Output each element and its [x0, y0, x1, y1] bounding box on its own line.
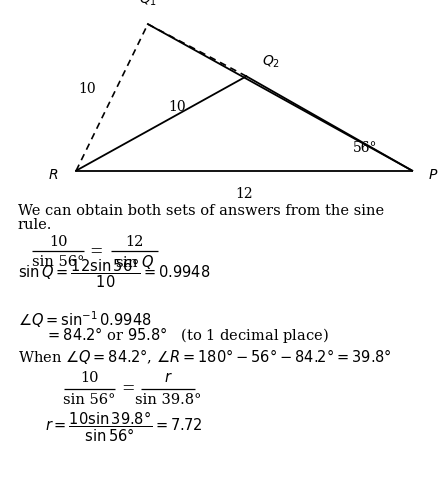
Text: $r = \dfrac{10\sin 39.8°}{\sin 56°} = 7.72$: $r = \dfrac{10\sin 39.8°}{\sin 56°} = 7.… — [45, 409, 202, 444]
Text: sin 56°: sin 56° — [32, 255, 84, 269]
Text: sin $Q$: sin $Q$ — [115, 253, 154, 271]
Text: 10: 10 — [49, 235, 68, 249]
Text: $\angle Q = \sin^{-1}0.9948$: $\angle Q = \sin^{-1}0.9948$ — [18, 310, 152, 330]
Text: =: = — [121, 380, 134, 397]
Text: 10: 10 — [80, 371, 99, 385]
Text: $R$: $R$ — [48, 168, 58, 182]
Text: rule.: rule. — [18, 218, 52, 232]
Text: sin 56°: sin 56° — [64, 393, 116, 407]
Text: sin 39.8°: sin 39.8° — [135, 393, 201, 407]
Text: We can obtain both sets of answers from the sine: We can obtain both sets of answers from … — [18, 204, 384, 218]
Text: $= 84.2°$ or $95.8°$   (to 1 decimal place): $= 84.2°$ or $95.8°$ (to 1 decimal place… — [45, 326, 328, 346]
Text: When $\angle Q = 84.2°$, $\angle R = 180° - 56° - 84.2° = 39.8°$: When $\angle Q = 84.2°$, $\angle R = 180… — [18, 347, 392, 366]
Text: $Q_2$: $Q_2$ — [262, 54, 280, 70]
Text: 56°: 56° — [353, 141, 377, 154]
Text: 12: 12 — [125, 235, 144, 249]
Text: 10: 10 — [79, 82, 96, 97]
Text: 12: 12 — [235, 187, 253, 201]
Text: $\sin Q = \dfrac{12\sin 56°}{10} = 0.9948$: $\sin Q = \dfrac{12\sin 56°}{10} = 0.994… — [18, 256, 211, 290]
Text: $r$: $r$ — [164, 371, 172, 385]
Text: =: = — [90, 243, 103, 260]
Text: $P$: $P$ — [428, 168, 438, 182]
Text: $Q_1$: $Q_1$ — [139, 0, 157, 8]
Text: 10: 10 — [168, 100, 186, 114]
